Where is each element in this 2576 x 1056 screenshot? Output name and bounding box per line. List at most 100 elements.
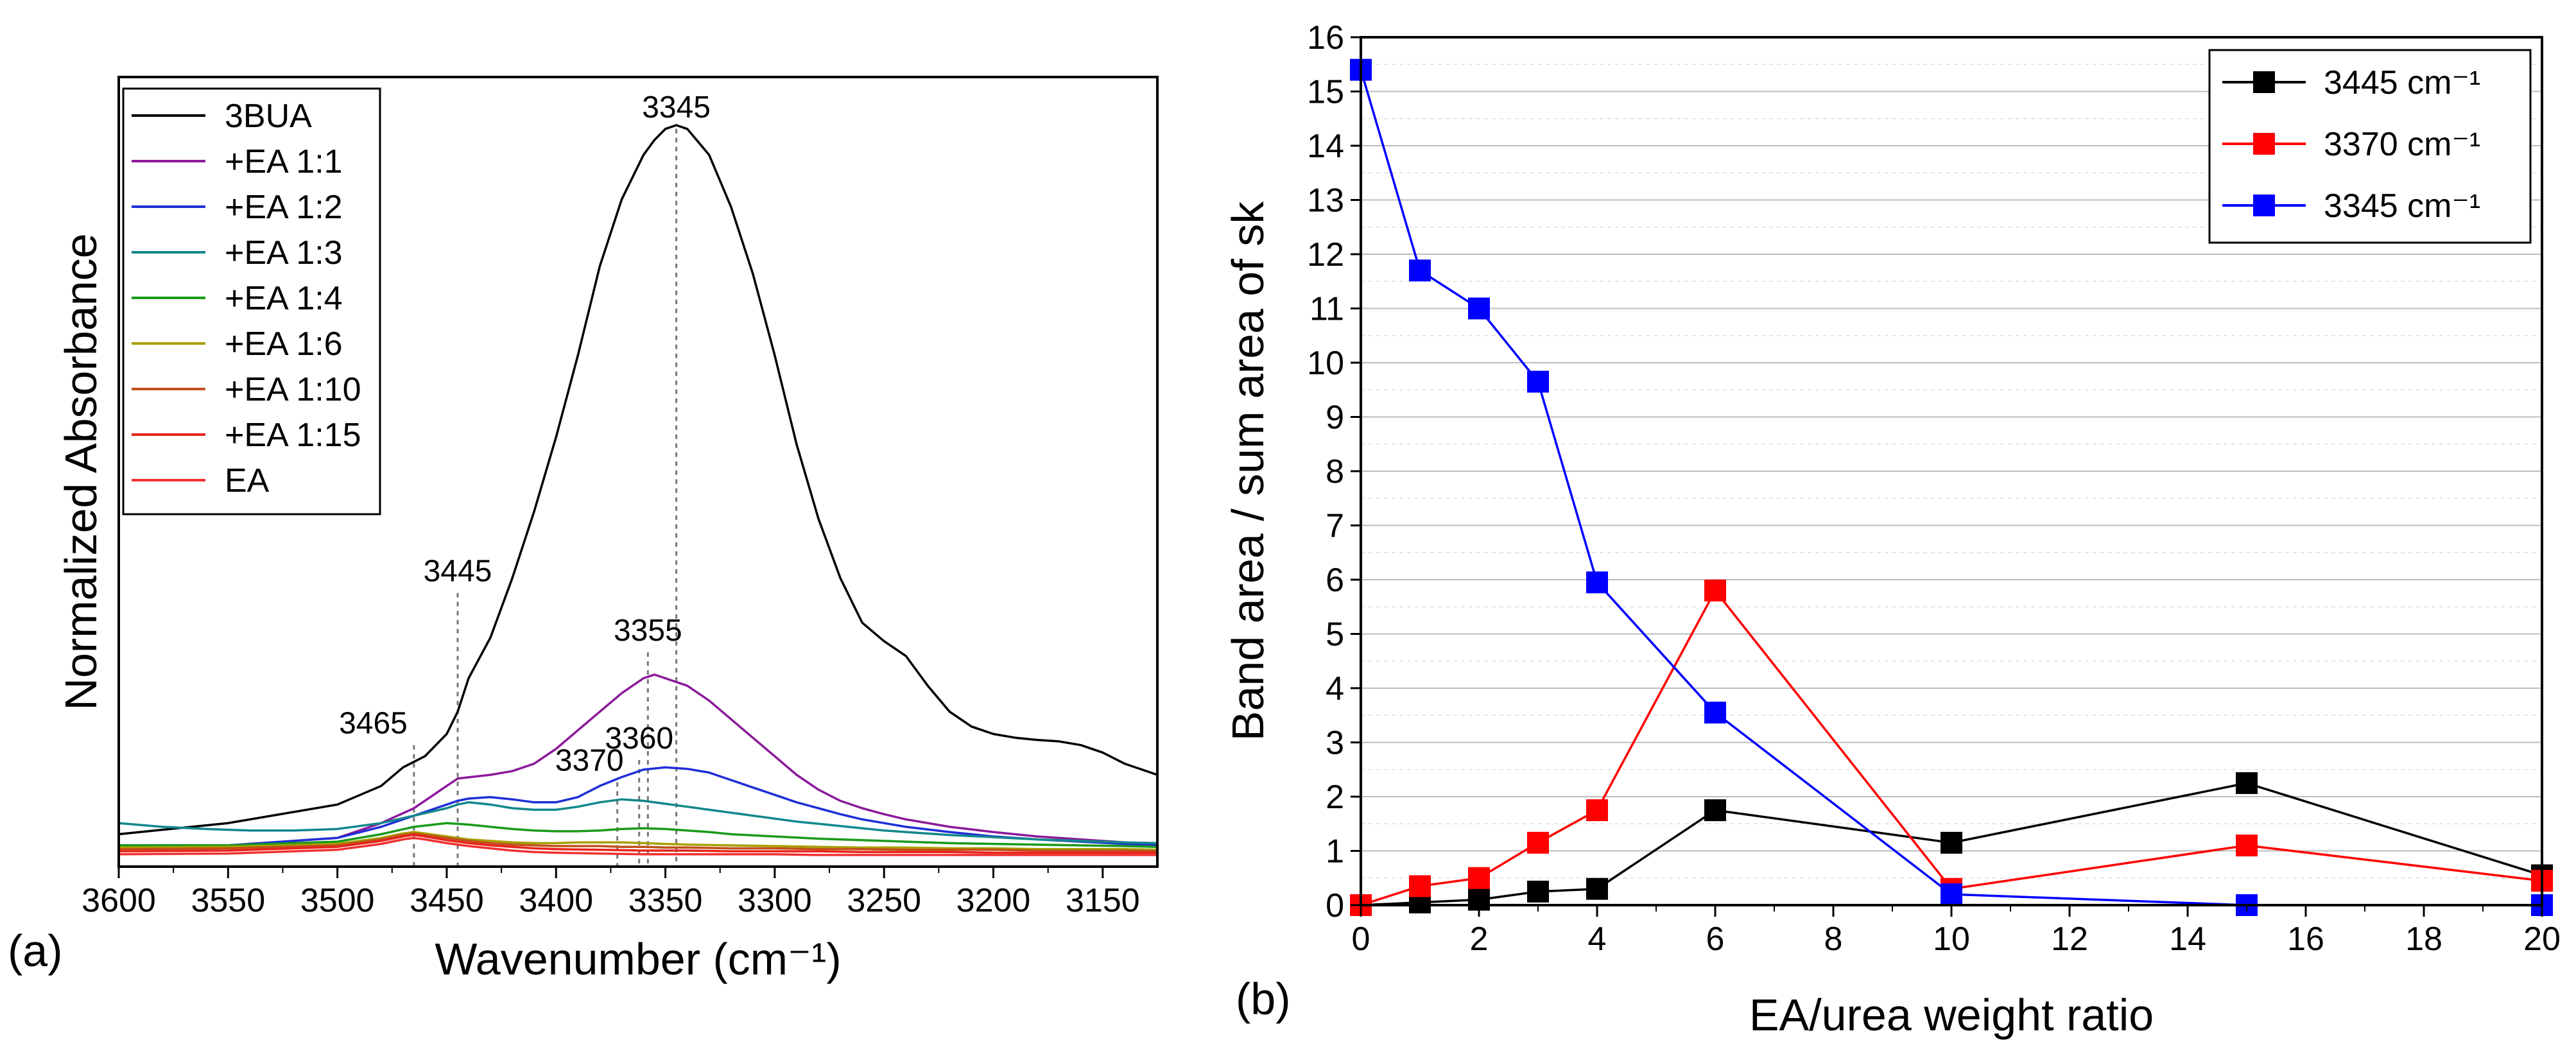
panel-a-legend-box xyxy=(122,87,381,515)
x-tick-label: 4 xyxy=(1588,921,1607,958)
panel-b-xlabel: EA/urea weight ratio xyxy=(1749,990,2154,1040)
data-point-3445-cm-x3 xyxy=(1527,880,1549,903)
peak-label-3445: 3445 xyxy=(424,555,492,589)
y-tick-label: 2 xyxy=(1326,779,1344,816)
panel-b-label: (b) xyxy=(1236,974,1291,1024)
y-tick-label: 9 xyxy=(1326,399,1344,437)
x-tick-label: 20 xyxy=(2523,921,2561,958)
legend-label-ea-1-4: +EA 1:4 xyxy=(225,280,343,317)
legend-label-ea-1-3: +EA 1:3 xyxy=(225,234,343,272)
peak-label-3370: 3370 xyxy=(555,744,624,778)
data-point-3345-cm-x4 xyxy=(1586,571,1608,594)
x-tick-label: 3250 xyxy=(847,882,921,919)
y-tick-label: 4 xyxy=(1326,670,1344,707)
y-tick-label: 8 xyxy=(1326,453,1344,490)
data-point-3445-cm-x15 xyxy=(2236,772,2258,794)
legend-label-ea-1-1: +EA 1:1 xyxy=(225,143,343,180)
series-line-ea-1-4 xyxy=(119,822,1158,848)
y-tick-label: 7 xyxy=(1326,508,1344,545)
legend-label-ea-1-6: +EA 1:6 xyxy=(225,325,343,363)
legend-label-3370-cm: 3370 cm⁻¹ xyxy=(2324,126,2480,163)
legend-label-ea-1-15: +EA 1:15 xyxy=(225,417,361,454)
legend-label-ea-1-2: +EA 1:2 xyxy=(225,189,343,226)
series-line-ea-1-15 xyxy=(118,833,1157,854)
panel-a-xlabel: Wavenumber (cm⁻¹) xyxy=(435,934,841,984)
data-point-3445-cm-x6 xyxy=(1704,799,1726,822)
x-tick-label: 3150 xyxy=(1066,882,1140,919)
y-tick-label: 3 xyxy=(1326,725,1344,762)
y-tick-label: 0 xyxy=(1326,887,1344,924)
panel-a-label: (a) xyxy=(8,926,63,976)
x-tick-label: 3550 xyxy=(191,882,265,919)
panel-a-legend: 3BUA +EA 1:1 +EA 1:2 +EA 1:3 +EA 1:4 +EA 1:6 +… xyxy=(122,87,381,515)
data-point-3445-cm-x4 xyxy=(1586,878,1608,900)
series-line-ea-1-10 xyxy=(118,832,1158,853)
data-point-3345-cm-x6 xyxy=(1704,702,1726,724)
x-tick-label: 3300 xyxy=(738,882,812,919)
y-tick-label: 15 xyxy=(1307,74,1344,111)
series-line-ea-1-1 xyxy=(119,673,1158,847)
x-tick-label: 3400 xyxy=(519,882,593,919)
data-point-3345-cm-x2 xyxy=(1468,297,1490,320)
x-tick-label: 0 xyxy=(1352,921,1370,958)
x-tick-label: 2 xyxy=(1470,921,1489,958)
x-tick-label: 3350 xyxy=(628,882,703,919)
legend-label-ea-1-10: +EA 1:10 xyxy=(225,371,361,408)
series-line-3bua xyxy=(118,124,1158,836)
panel-a-plot-frame xyxy=(117,76,1159,868)
y-tick-label: 13 xyxy=(1307,182,1344,220)
data-point-3345-cm-x3 xyxy=(1527,370,1549,393)
y-tick-label: 6 xyxy=(1326,562,1344,599)
x-tick-label: 10 xyxy=(1933,921,1970,958)
legend-label-3445-cm: 3445 cm⁻¹ xyxy=(2324,64,2480,101)
series-line-ea-1-3 xyxy=(118,798,1158,845)
data-point-3370-cm-x6 xyxy=(1704,579,1726,602)
panel-b-ylabel: Band area / sum area of sk xyxy=(1223,201,1273,741)
peak-label-3465: 3465 xyxy=(339,707,408,741)
x-tick-label: 18 xyxy=(2405,921,2442,958)
panel-a-x-ticks: 3600 3550 3500 3450 3400 3350 3300 3250 3200 3150 xyxy=(82,867,1140,919)
panel-b-legend: 3445 cm⁻¹ 3370 cm⁻¹ 3345 cm⁻¹ xyxy=(2208,49,2532,244)
legend-swatch-marker-3370-cm xyxy=(2253,133,2275,155)
y-tick-label: 11 xyxy=(1310,291,1344,328)
x-tick-label: 16 xyxy=(2287,921,2324,958)
x-tick-label: 3500 xyxy=(300,882,375,919)
data-point-3345-cm-x10 xyxy=(1941,883,1962,906)
x-tick-label: 14 xyxy=(2169,921,2206,958)
panel-b: 0 2 4 6 8 10 12 14 16 18 20 0123456789101112131415… xyxy=(1223,19,2561,1040)
x-tick-label: 3600 xyxy=(82,882,156,919)
series-line-3370-cm xyxy=(1360,589,2543,906)
legend-swatch-marker-3445-cm xyxy=(2253,71,2275,93)
legend-label-ea: EA xyxy=(225,462,270,499)
data-point-3370-cm-x3 xyxy=(1527,831,1549,854)
panel-a-peak-guides xyxy=(413,128,678,867)
x-tick-label: 6 xyxy=(1706,921,1725,958)
data-point-3370-cm-x15 xyxy=(2236,835,2258,857)
y-tick-label: 5 xyxy=(1326,616,1344,654)
legend-label-3bua: 3BUA xyxy=(225,98,312,135)
legend-swatch-marker-3345-cm xyxy=(2253,195,2275,216)
peak-label-3360: 3360 xyxy=(605,722,673,756)
x-tick-label: 3450 xyxy=(410,882,484,919)
legend-label-3345-cm: 3345 cm⁻¹ xyxy=(2324,187,2480,225)
y-tick-label: 16 xyxy=(1307,19,1344,56)
panel-b-x-ticks: 0 2 4 6 8 10 12 14 16 18 20 xyxy=(1352,905,2561,958)
peak-label-3345: 3345 xyxy=(642,91,711,125)
panel-a: 3600 3550 3500 3450 3400 3350 3300 3250 3200 3150… xyxy=(8,76,1159,984)
y-tick-label: 14 xyxy=(1307,128,1344,165)
series-line-ea-1-6 xyxy=(118,831,1158,851)
data-point-3445-cm-x10 xyxy=(1941,831,1962,854)
data-point-3370-cm-x2 xyxy=(1468,867,1490,889)
x-tick-label: 3200 xyxy=(956,882,1031,919)
y-tick-label: 1 xyxy=(1326,833,1344,870)
panel-a-series-lines xyxy=(118,124,1158,856)
series-line-ea-1-2 xyxy=(119,766,1158,847)
panel-a-ylabel: Normalized Absorbance xyxy=(56,233,106,710)
x-tick-label: 12 xyxy=(2051,921,2088,958)
y-tick-label: 10 xyxy=(1307,345,1344,382)
y-tick-label: 12 xyxy=(1307,236,1344,273)
x-tick-label: 8 xyxy=(1824,921,1843,958)
